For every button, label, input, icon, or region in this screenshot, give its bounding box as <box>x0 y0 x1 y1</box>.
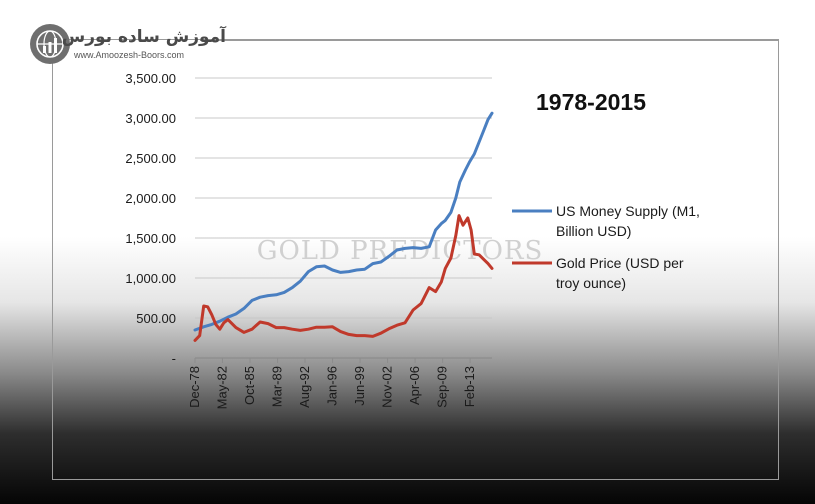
x-tick-label: Aug-92 <box>297 366 312 408</box>
x-tick-label: Nov-02 <box>380 366 395 408</box>
legend-label: Billion USD) <box>556 223 631 239</box>
x-tick-label: Mar-89 <box>270 366 285 407</box>
brand-name: آموزش ساده بورس <box>61 27 226 47</box>
y-tick-label: 500.00 <box>136 311 176 326</box>
brand-url: www.Amoozesh-Boors.com <box>74 50 185 60</box>
money-supply-line <box>193 111 494 332</box>
y-tick-label: 1,500.00 <box>125 231 176 246</box>
x-tick-label: Dec-78 <box>187 366 202 408</box>
legend-label: troy ounce) <box>556 275 626 291</box>
x-tick-label: Sep-09 <box>435 366 450 408</box>
frame-top-rule <box>200 40 779 41</box>
chart-title: 1978-2015 <box>536 89 646 115</box>
brand-logo[interactable]: آموزش ساده بورس www.Amoozesh-Boors.com <box>30 24 226 68</box>
y-tick-label: 2,000.00 <box>125 191 176 206</box>
x-tick-label: Oct-85 <box>242 366 257 405</box>
x-tick-label: May-82 <box>214 366 229 409</box>
x-tick-label: Jan-96 <box>325 366 340 406</box>
x-tick-label: Apr-06 <box>407 366 422 405</box>
gold-price-line <box>193 214 494 342</box>
x-tick-label: Jun-99 <box>352 366 367 406</box>
y-tick-label: 3,000.00 <box>125 111 176 126</box>
y-tick-label: - <box>172 351 176 366</box>
y-tick-label: 2,500.00 <box>125 151 176 166</box>
y-tick-label: 1,000.00 <box>125 271 176 286</box>
legend-label: Gold Price (USD per <box>556 255 684 271</box>
x-tick-label: Feb-13 <box>462 366 477 407</box>
watermark: GOLD PREDICTORS <box>257 236 544 266</box>
y-tick-label: 3,500.00 <box>125 71 176 86</box>
chart-frame <box>52 39 779 480</box>
globe-chart-icon <box>30 24 70 64</box>
legend-label: US Money Supply (M1, <box>556 203 700 219</box>
